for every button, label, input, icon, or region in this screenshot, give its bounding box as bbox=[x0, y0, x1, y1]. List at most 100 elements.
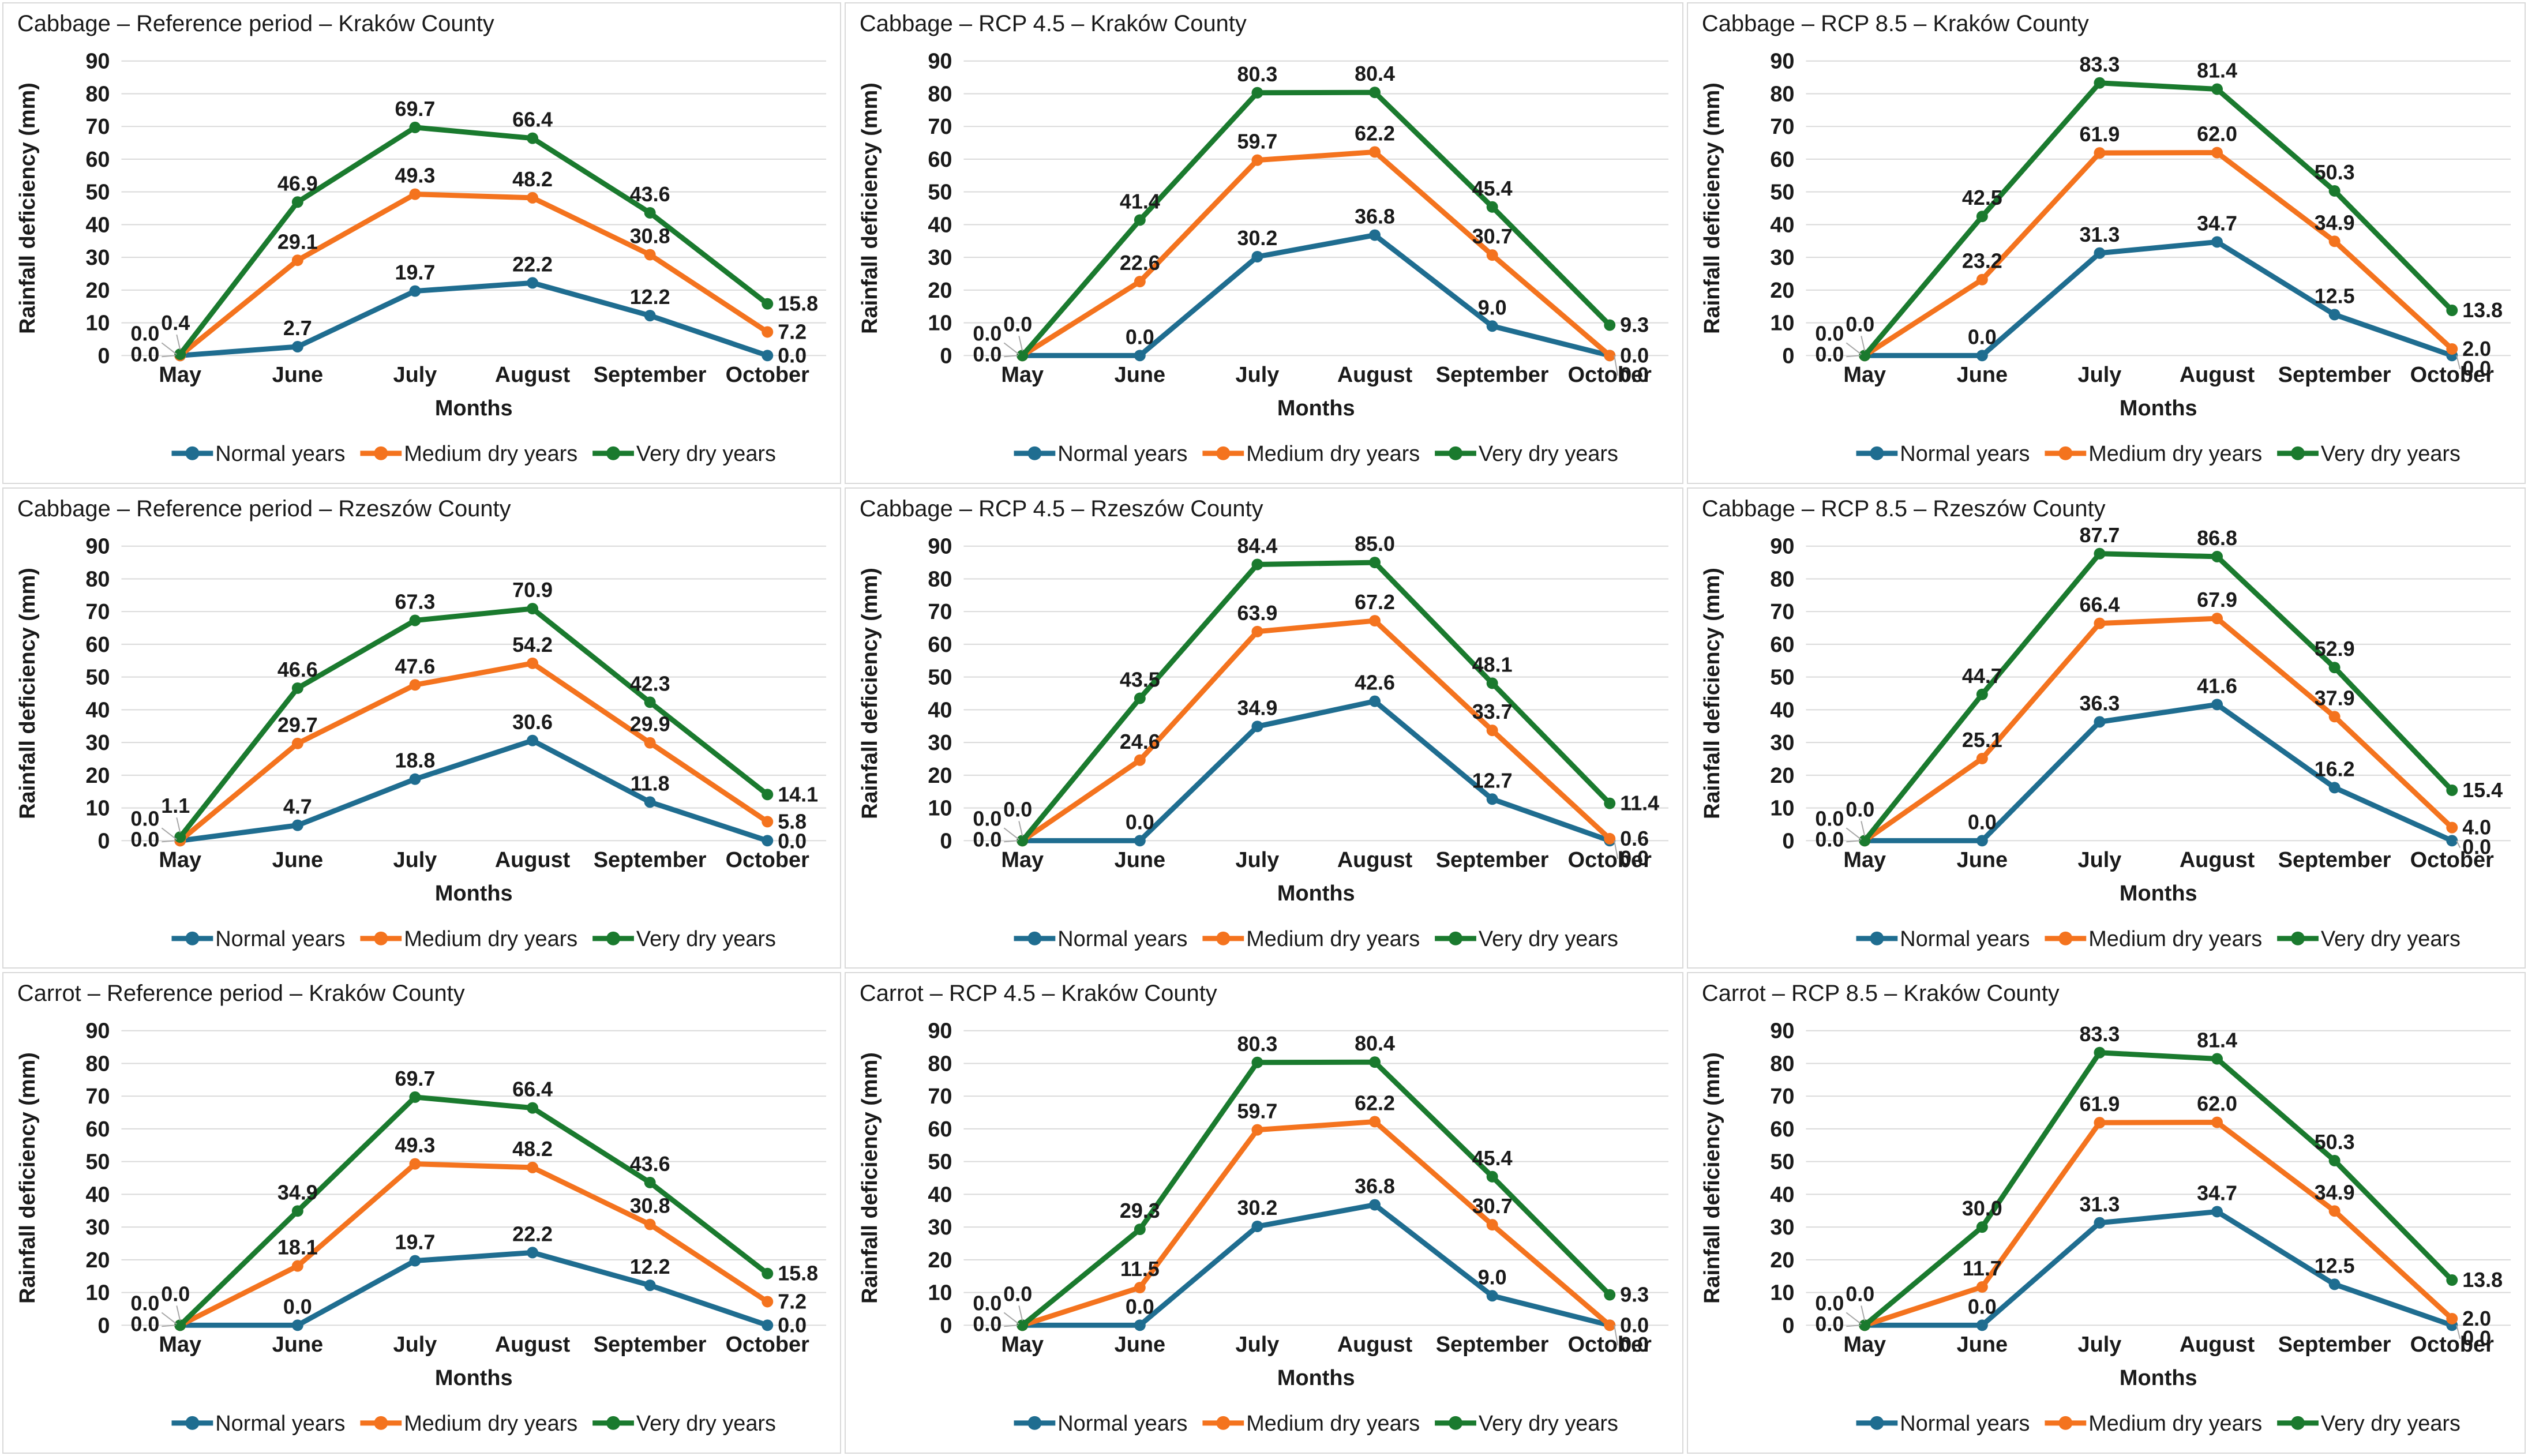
data-point bbox=[644, 796, 656, 808]
data-label: 36.8 bbox=[1355, 1175, 1395, 1198]
data-point bbox=[1976, 350, 1988, 362]
x-tick-label: October bbox=[726, 848, 809, 872]
y-tick-label: 30 bbox=[85, 246, 110, 270]
label-leader-line bbox=[176, 334, 181, 350]
data-label: 0.0 bbox=[1846, 798, 1874, 821]
data-point bbox=[527, 602, 539, 614]
legend-label: Normal years bbox=[215, 442, 345, 466]
x-tick-label: October bbox=[1568, 1333, 1652, 1357]
legend: Normal years Medium dry years Very dry yea… bbox=[1856, 442, 2461, 466]
legend-label: Normal years bbox=[1057, 442, 1187, 466]
series-line-normal-years bbox=[1862, 239, 2455, 358]
y-tick-label: 50 bbox=[1770, 181, 1794, 205]
data-point bbox=[291, 1260, 303, 1273]
data-label: 30.8 bbox=[630, 1195, 670, 1218]
data-label: 24.6 bbox=[1120, 730, 1160, 753]
y-tick-label: 90 bbox=[928, 1019, 952, 1044]
y-tick-label: 60 bbox=[928, 148, 952, 172]
y-tick-label: 60 bbox=[928, 633, 952, 657]
series-line-very-dry-years bbox=[1019, 89, 1612, 358]
data-point bbox=[1134, 1224, 1146, 1236]
label-leader-line bbox=[1846, 1324, 1861, 1327]
data-label: 0.0 bbox=[130, 1313, 159, 1336]
y-tick-label: 10 bbox=[85, 1281, 110, 1305]
data-point bbox=[1976, 1281, 1988, 1293]
data-point bbox=[1486, 1290, 1498, 1302]
x-axis-title: Months bbox=[2120, 396, 2197, 421]
data-label: 62.2 bbox=[1355, 1092, 1395, 1115]
data-label: 49.3 bbox=[395, 164, 436, 187]
data-point bbox=[1604, 319, 1616, 331]
legend-label: Very dry years bbox=[2321, 1412, 2461, 1436]
legend-label: Very dry years bbox=[1479, 1412, 1618, 1436]
data-point bbox=[1369, 695, 1381, 707]
data-point bbox=[2328, 235, 2341, 247]
y-tick-label: 30 bbox=[1770, 1215, 1794, 1240]
data-point bbox=[1859, 350, 1871, 362]
data-point bbox=[409, 121, 421, 133]
y-tick-label: 50 bbox=[85, 1150, 110, 1174]
data-point bbox=[1369, 1116, 1381, 1128]
x-tick-label: May bbox=[159, 363, 201, 387]
y-tick-label: 40 bbox=[85, 698, 110, 722]
data-point bbox=[2328, 185, 2341, 197]
series-line-normal-years bbox=[177, 1250, 770, 1329]
chart-title: Cabbage – RCP 8.5 – Kraków County bbox=[1702, 11, 2089, 36]
data-label: 48.2 bbox=[512, 1138, 553, 1161]
chart-canvas: Cabbage – RCP 8.5 – Rzeszów County Rainfa… bbox=[1700, 496, 2511, 951]
data-point bbox=[1134, 1319, 1146, 1331]
data-point bbox=[1976, 752, 1988, 764]
data-point bbox=[2446, 1313, 2458, 1325]
legend-marker-icon bbox=[606, 446, 620, 460]
chart-canvas: Cabbage – RCP 4.5 – Rzeszów County Rainfa… bbox=[858, 496, 1669, 951]
y-tick-label: 60 bbox=[1770, 1117, 1794, 1142]
legend-item-very-dry-years: Very dry years bbox=[1435, 927, 1618, 951]
y-tick-label: 0 bbox=[1782, 1314, 1794, 1338]
data-label: 30.6 bbox=[512, 710, 553, 733]
data-label: 30.7 bbox=[1472, 225, 1513, 248]
data-point bbox=[2094, 1117, 2106, 1129]
series-line-normal-years bbox=[1019, 1202, 1612, 1329]
data-label: 30.7 bbox=[1472, 1195, 1513, 1218]
data-point bbox=[1134, 692, 1146, 704]
label-leader-line bbox=[1004, 840, 1018, 843]
data-label: 80.4 bbox=[1355, 62, 1395, 85]
data-label: 37.9 bbox=[2315, 686, 2355, 710]
legend-label: Medium dry years bbox=[2088, 442, 2262, 466]
data-label: 0.0 bbox=[130, 343, 159, 366]
legend-marker-icon bbox=[374, 1416, 388, 1431]
data-point bbox=[2211, 1117, 2223, 1128]
x-axis-title: Months bbox=[435, 881, 513, 906]
data-label: 16.2 bbox=[2315, 757, 2355, 780]
legend-item-medium-dry-years: Medium dry years bbox=[1202, 442, 1420, 466]
legend-marker-icon bbox=[374, 931, 388, 945]
y-tick-label: 20 bbox=[85, 279, 110, 303]
data-point bbox=[1976, 688, 1988, 700]
data-label: 0.0 bbox=[973, 1313, 1002, 1336]
data-label: 80.3 bbox=[1237, 63, 1278, 86]
data-label: 43.6 bbox=[630, 1153, 670, 1176]
legend-item-normal-years: Normal years bbox=[1014, 1412, 1187, 1436]
legend-item-normal-years: Normal years bbox=[171, 927, 345, 951]
data-label: 2.0 bbox=[2462, 1307, 2491, 1330]
data-label: 30.0 bbox=[1962, 1198, 2002, 1221]
y-tick-label: 10 bbox=[1770, 796, 1794, 820]
data-label: 63.9 bbox=[1237, 602, 1278, 625]
data-label: 83.3 bbox=[2080, 53, 2120, 76]
data-label: 12.5 bbox=[2315, 1255, 2355, 1278]
y-tick-label: 70 bbox=[85, 115, 110, 139]
legend: Normal years Medium dry years Very dry yea… bbox=[1014, 442, 1618, 466]
x-tick-label: October bbox=[726, 1333, 809, 1357]
legend-item-very-dry-years: Very dry years bbox=[2277, 442, 2461, 466]
x-tick-label: August bbox=[1337, 1333, 1413, 1357]
y-tick-label: 90 bbox=[1770, 50, 1794, 74]
data-label: 0.0 bbox=[1815, 1292, 1844, 1315]
label-leader-line bbox=[1018, 1305, 1023, 1321]
data-label: 11.4 bbox=[1620, 791, 1659, 815]
data-point bbox=[762, 298, 774, 310]
y-tick-label: 80 bbox=[1770, 1052, 1794, 1076]
data-point bbox=[2211, 699, 2223, 710]
legend-marker-icon bbox=[2291, 1416, 2305, 1431]
legend-item-medium-dry-years: Medium dry years bbox=[360, 927, 577, 951]
y-tick-label: 80 bbox=[85, 1052, 110, 1076]
